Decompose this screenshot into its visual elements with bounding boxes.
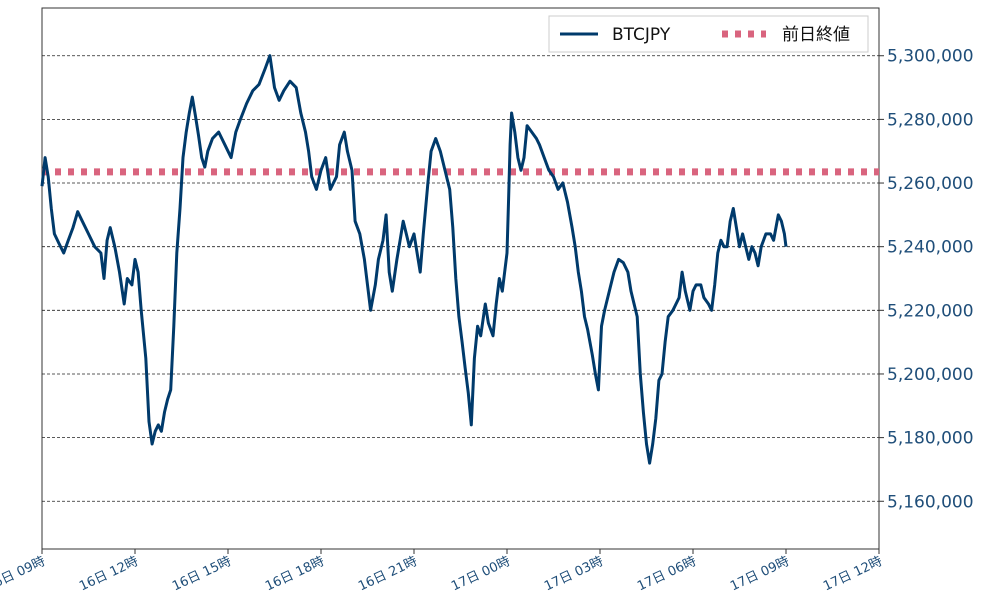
x-tick-label: 17日 12時	[821, 554, 885, 594]
y-tick-label: 5,220,000	[887, 301, 974, 321]
x-tick-label: 16日 18時	[263, 554, 327, 594]
legend-label-btcjpy: BTCJPY	[612, 25, 671, 45]
plot-area	[41, 7, 880, 550]
x-tick-label: 17日 06時	[635, 554, 699, 594]
x-tick-label: 17日 03時	[542, 554, 606, 594]
x-axis: 16日 09時 16日 12時 16日 15時 16日 18時 16日 21時 17日 0…	[0, 549, 885, 594]
x-tick-label: 16日 12時	[77, 554, 141, 594]
btcjpy-price-line	[40, 54, 788, 465]
x-tick-label: 16日 09時	[0, 554, 48, 594]
legend: BTCJPY 前日終値	[548, 15, 869, 53]
y-tick-label: 5,260,000	[887, 174, 974, 194]
y-tick-label: 5,160,000	[887, 492, 974, 512]
y-tick-label: 5,200,000	[887, 365, 974, 385]
x-tick-label: 17日 00時	[449, 554, 513, 594]
y-tick-label: 5,300,000	[887, 47, 974, 67]
x-tick-label: 17日 09時	[728, 554, 792, 594]
y-tick-label: 5,180,000	[887, 429, 974, 449]
legend-label-prev-close: 前日終値	[782, 25, 850, 45]
y-tick-label: 5,280,000	[887, 110, 974, 130]
series-layer	[40, 54, 788, 465]
y-axis: 5,160,000 5,180,000 5,200,000 5,220,000 5,24…	[879, 47, 974, 512]
y-tick-label: 5,240,000	[887, 238, 974, 258]
x-tick-label: 16日 21時	[356, 554, 420, 594]
x-tick-label: 16日 15時	[170, 554, 234, 594]
legend-box	[548, 15, 869, 53]
